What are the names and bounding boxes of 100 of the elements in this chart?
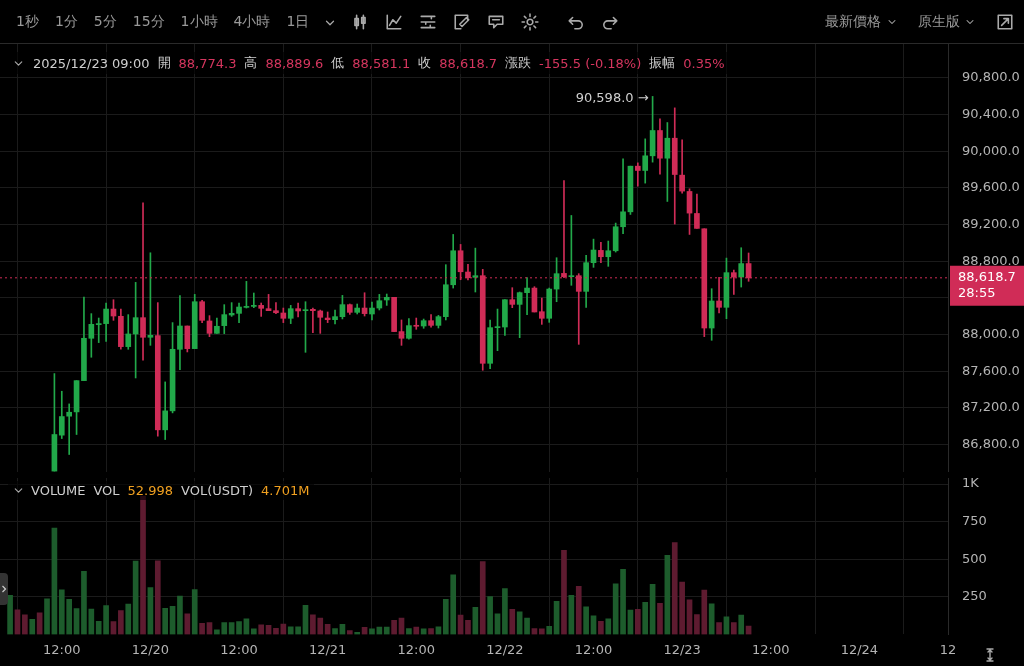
text: 1日 bbox=[285, 11, 311, 31]
bar bbox=[635, 608, 641, 635]
y-tick-label: 88,000.0 bbox=[962, 325, 1020, 341]
bar bbox=[332, 628, 338, 635]
bar bbox=[605, 618, 612, 635]
annotation: 88,774.3 bbox=[178, 55, 237, 71]
text: 1分 bbox=[53, 11, 79, 31]
bar bbox=[177, 595, 183, 635]
x-tick-label: 12:00 bbox=[220, 641, 258, 657]
y-tick-label: 90,400.0 bbox=[962, 105, 1020, 121]
bar bbox=[273, 627, 279, 635]
bar bbox=[44, 598, 50, 635]
y-tick-label: 90,000.0 bbox=[962, 142, 1020, 158]
y-tick-label: 90,800.0 bbox=[962, 69, 1020, 85]
annotation: 52.998 bbox=[127, 483, 174, 498]
text: 5分 bbox=[92, 11, 118, 31]
bar bbox=[191, 589, 198, 635]
text: 1秒 bbox=[15, 11, 40, 31]
bar bbox=[598, 620, 604, 635]
y-tick-label: 87,200.0 bbox=[962, 399, 1020, 415]
bar bbox=[502, 588, 508, 635]
y-tick-label: 750 bbox=[962, 512, 987, 528]
x-tick-label: 12 bbox=[939, 641, 957, 657]
bar bbox=[7, 595, 13, 635]
bar bbox=[509, 608, 516, 635]
annotation: 90,598.0 → bbox=[575, 89, 649, 105]
candlestick bbox=[391, 296, 397, 332]
bar bbox=[575, 585, 582, 635]
bar bbox=[561, 550, 567, 635]
bar bbox=[738, 614, 745, 635]
x-tick-label: 12/21 bbox=[308, 641, 347, 657]
bar bbox=[583, 606, 589, 635]
annotation: 2025/12/23 09:00 bbox=[33, 55, 150, 71]
y-tick-label: 250 bbox=[962, 588, 987, 604]
bar bbox=[731, 622, 737, 635]
bar bbox=[118, 610, 124, 635]
bar bbox=[708, 603, 715, 635]
bar bbox=[657, 603, 663, 635]
y-tick-label: 1K bbox=[962, 475, 980, 491]
bar bbox=[413, 626, 420, 635]
bar bbox=[369, 628, 375, 635]
bar bbox=[383, 626, 390, 635]
y-tick-label: 86,800.0 bbox=[962, 435, 1020, 451]
bar bbox=[140, 495, 146, 635]
text: 15分 bbox=[131, 11, 166, 31]
annotation: VOL(USDT) bbox=[181, 483, 254, 498]
y-tick-label: 89,200.0 bbox=[962, 215, 1020, 231]
bar bbox=[258, 624, 265, 635]
text: 原生版 bbox=[917, 12, 960, 29]
bar bbox=[125, 603, 132, 635]
x-tick-label: 12:00 bbox=[43, 641, 81, 657]
y-tick-label: 87,600.0 bbox=[962, 362, 1020, 378]
annotation: 振幅 bbox=[649, 54, 676, 72]
x-tick-label: 12/20 bbox=[131, 641, 170, 657]
annotation: 0.35% bbox=[683, 55, 725, 71]
annotation: 88,581.1 bbox=[352, 55, 411, 71]
x-tick-label: 12:00 bbox=[574, 641, 613, 657]
annotation: 漲跌 bbox=[505, 54, 532, 72]
bar bbox=[162, 607, 169, 635]
bar bbox=[465, 620, 471, 635]
annotation: 4.701M bbox=[261, 483, 310, 498]
annotation: VOL bbox=[93, 483, 120, 498]
bar bbox=[479, 561, 486, 635]
bar bbox=[487, 596, 493, 635]
bar bbox=[524, 617, 530, 635]
y-tick-label: 500 bbox=[962, 550, 987, 566]
x-tick-label: 12:00 bbox=[752, 641, 790, 657]
bar bbox=[406, 628, 412, 635]
annotation: 88,889.6 bbox=[265, 55, 324, 71]
annotation: 收 bbox=[418, 54, 432, 72]
y-tick-label: 88,800.0 bbox=[962, 252, 1020, 268]
bar bbox=[538, 628, 545, 635]
annotation: 高 bbox=[244, 54, 258, 72]
bar bbox=[546, 625, 553, 635]
bar bbox=[250, 628, 257, 635]
text: 最新價格 bbox=[825, 12, 882, 29]
bar bbox=[199, 622, 205, 635]
bar bbox=[716, 622, 722, 635]
x-tick-label: 12/24 bbox=[840, 641, 879, 657]
x-tick-label: 12/22 bbox=[486, 641, 524, 657]
chart-title: VOLUME bbox=[31, 483, 86, 498]
annotation: -155.5 (-0.18%) bbox=[539, 55, 642, 71]
bar bbox=[22, 614, 28, 635]
annotation: 88,618.7 bbox=[439, 55, 498, 71]
bar bbox=[154, 560, 161, 635]
bar bbox=[354, 632, 361, 635]
bar bbox=[428, 628, 434, 635]
x-tick-label: 12/23 bbox=[663, 641, 701, 657]
bar bbox=[391, 620, 397, 635]
text: 1小時 bbox=[179, 11, 219, 31]
ref-line-label: 88,618.7 28:55 bbox=[958, 269, 1016, 301]
bar bbox=[29, 619, 36, 635]
annotation: 開 bbox=[157, 54, 171, 72]
text: 4小時 bbox=[232, 11, 272, 31]
x-tick-label: 12:00 bbox=[397, 641, 436, 657]
bar bbox=[236, 621, 242, 635]
bar bbox=[642, 602, 649, 635]
bar bbox=[346, 630, 353, 635]
y-tick-label: 89,600.0 bbox=[962, 179, 1020, 195]
annotation: 低 bbox=[331, 54, 345, 72]
